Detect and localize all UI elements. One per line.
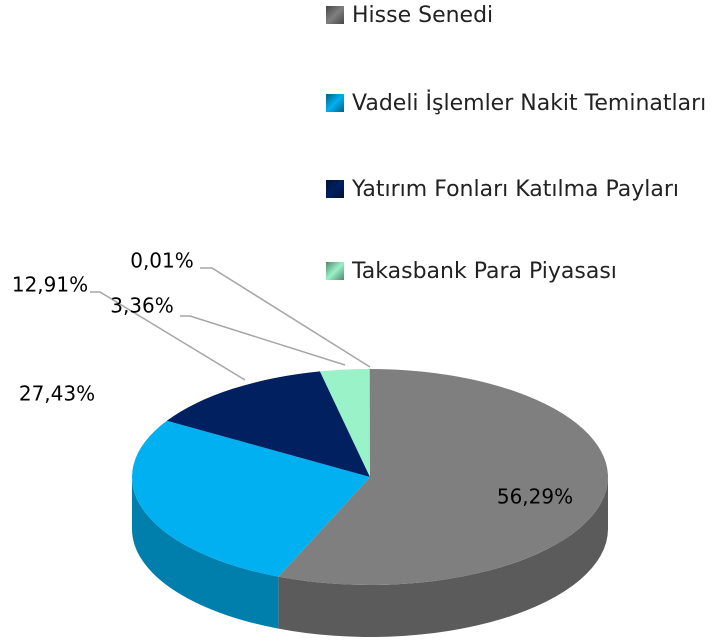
- legend-swatch: [326, 262, 344, 280]
- data-label: 56,29%: [497, 485, 573, 509]
- slice: [278, 369, 609, 585]
- data-label: 12,91%: [12, 273, 88, 297]
- legend-label: Yatırım Fonları Katılma Payları: [352, 177, 680, 202]
- legend-label: Vadeli İşlemler Nakit Teminatları: [352, 91, 707, 116]
- slice-side: [278, 477, 608, 637]
- slice: [319, 369, 370, 477]
- legend-label: Hisse Senedi: [352, 3, 494, 28]
- data-label: 27,43%: [19, 382, 95, 406]
- legend-label: Takasbank Para Piyasası: [352, 259, 617, 284]
- legend-entry: Takasbank Para Piyasası: [326, 250, 721, 293]
- leader-line: [180, 315, 346, 366]
- slice-side: [132, 477, 279, 629]
- leader-line: [200, 267, 371, 368]
- data-label: 0,01%: [130, 249, 194, 273]
- data-label: 3,36%: [110, 294, 174, 318]
- legend-swatch: [326, 6, 344, 24]
- legend-entry: Yatırım Fonları Katılma Payları: [326, 168, 721, 211]
- legend-entry: Hisse Senedi: [326, 0, 721, 37]
- legend-swatch: [326, 180, 344, 198]
- leader-line: [90, 291, 246, 381]
- slice: [166, 371, 370, 477]
- legend-swatch: [326, 94, 344, 112]
- legend-entry: Vadeli İşlemler Nakit Teminatları: [326, 82, 721, 125]
- slice: [132, 420, 370, 577]
